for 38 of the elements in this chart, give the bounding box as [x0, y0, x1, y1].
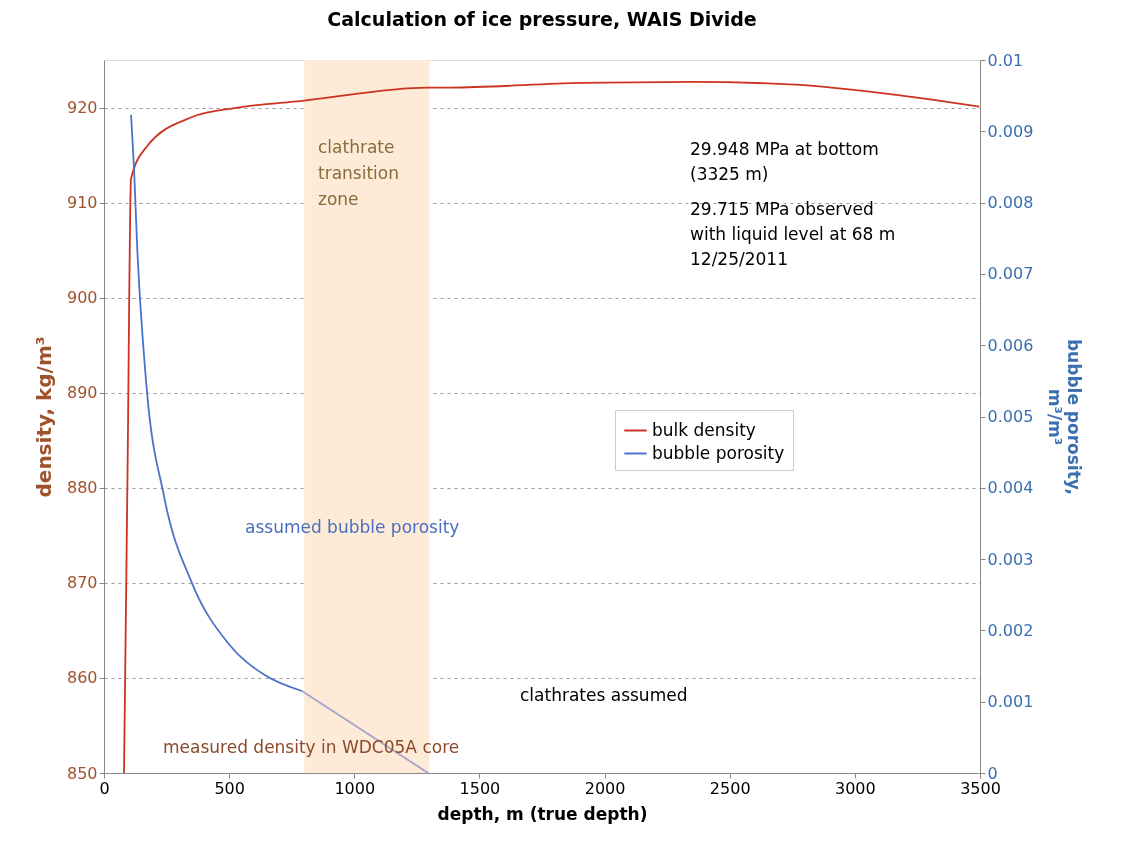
y-axis-title: density, kg/m³	[31, 336, 56, 498]
y2-tick-label: 0.001	[987, 692, 1034, 712]
y2-tick-label: 0.007	[987, 264, 1034, 284]
y2-tick-label: 0.002	[987, 620, 1034, 640]
annotation: assumed bubble porosity	[245, 517, 460, 537]
legend-label: bubble porosity	[652, 442, 785, 463]
chart-title: Calculation of ice pressure, WAIS Divide	[327, 8, 757, 30]
y2-axis-title: bubble porosity, m³/m³	[1045, 338, 1085, 496]
y-tick-label: 880	[66, 478, 98, 498]
x-tick-label: 1500	[459, 778, 501, 798]
y-tick-label: 850	[66, 763, 98, 783]
y-tick-label: 870	[66, 573, 98, 593]
y-tick-label: 900	[66, 288, 98, 308]
y-tick-label: 860	[66, 668, 98, 688]
x-tick-label: 0	[99, 778, 110, 798]
y2-tick-label: 0.003	[987, 549, 1034, 569]
x-tick-label: 2500	[709, 778, 751, 798]
y-tick-label: 920	[66, 98, 98, 118]
x-tick-label: 2000	[584, 778, 626, 798]
y2-tick-label: 0.009	[987, 121, 1034, 141]
x-tick-label: 1000	[334, 778, 376, 798]
line-series	[123, 80, 981, 774]
annotation: measured density in WDC05A core	[163, 737, 460, 757]
y-tick-label: 890	[66, 383, 98, 403]
x-tick-label: 3000	[835, 778, 876, 798]
y2-tick-label: 0.008	[987, 193, 1034, 213]
y2-tick-label: 0.006	[987, 335, 1034, 355]
y2-tick-label: 0.004	[987, 478, 1034, 498]
x-axis-title: depth, m (true depth)	[437, 803, 648, 824]
y2-tick-label: 0.01	[987, 50, 1024, 70]
annotation: clathrates assumed	[520, 685, 688, 705]
band-label: clathrate transition zone	[318, 137, 399, 209]
y-tick-label: 910	[66, 193, 98, 213]
annotation: 29.715 MPa observed with liquid level at 68 m 12/25/2011	[690, 199, 896, 269]
y2-tick-label: 0.005	[987, 407, 1034, 426]
annotation: 29.948 MPa at bottom (3325 m)	[690, 139, 879, 184]
legend-label: bulk density	[652, 419, 756, 440]
x-tick-label: 500	[214, 778, 245, 798]
